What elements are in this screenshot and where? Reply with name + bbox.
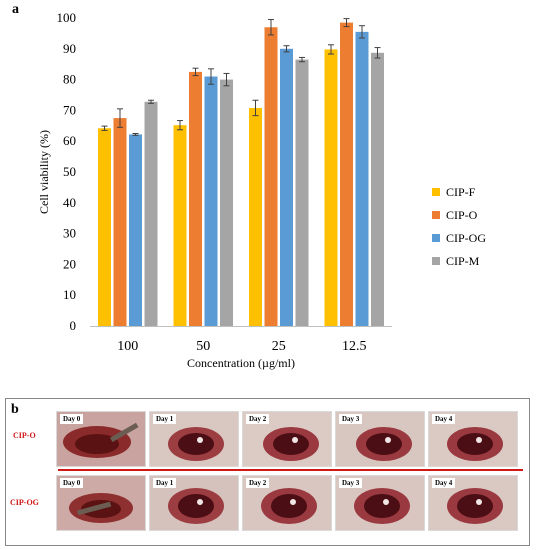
- legend-label: CIP-F: [446, 185, 476, 199]
- y-tick-label: 100: [57, 10, 77, 25]
- day-label: Day 3: [339, 478, 363, 488]
- row-label-cip-o: CIP-O: [13, 431, 36, 440]
- bar-chart: 0 10 20 30 40 50 60 70 80 90 100 100 50 25 12.5 Concent…: [37, 10, 486, 370]
- y-tick-label: 10: [63, 287, 76, 302]
- y-tick-label: 90: [63, 41, 76, 56]
- day-label: Day 2: [246, 414, 270, 424]
- day-label: Day 2: [246, 478, 270, 488]
- eye-photo-cip-og-day1: Day 1: [149, 475, 239, 531]
- legend-swatch: [432, 211, 440, 219]
- eye-photo-cip-og-day2: Day 2: [242, 475, 332, 531]
- legend-label: CIP-M: [446, 254, 480, 268]
- x-tick-label: 50: [196, 339, 210, 354]
- eye-photo-cip-og-day0: Day 0: [56, 475, 146, 531]
- day-label: Day 1: [153, 478, 177, 488]
- eye-photo-cip-o-day0: Day 0: [56, 411, 146, 467]
- y-tick-label: 20: [63, 256, 76, 271]
- y-tick-label: 60: [63, 133, 76, 148]
- x-tick-label: 12.5: [342, 339, 367, 354]
- x-axis-title: Concentration (µg/ml): [187, 356, 295, 370]
- x-tick-label: 100: [117, 339, 138, 354]
- y-tick-label: 50: [63, 164, 76, 179]
- bar: [340, 22, 353, 327]
- panel-b: b CIP-O CIP-OG Day 0 Day 1 Day 2 Day 3 D…: [5, 398, 530, 546]
- panel-b-letter: b: [11, 402, 19, 417]
- y-tick-label: 30: [63, 226, 76, 241]
- legend-label: CIP-O: [446, 208, 478, 222]
- bar: [189, 71, 202, 327]
- bar: [220, 79, 233, 326]
- day-label: Day 0: [60, 414, 84, 424]
- day-label: Day 3: [339, 414, 363, 424]
- bar: [98, 128, 111, 326]
- row-label-cip-og: CIP-OG: [10, 498, 39, 507]
- y-tick-label: 0: [70, 318, 77, 333]
- day-label: Day 1: [153, 414, 177, 424]
- eye-photo-cip-o-day2: Day 2: [242, 411, 332, 467]
- eye-photo-cip-og-day3: Day 3: [335, 475, 425, 531]
- eye-photo-cip-o-day1: Day 1: [149, 411, 239, 467]
- bar: [144, 101, 158, 326]
- panel-a-letter: a: [12, 2, 19, 17]
- bar: [129, 134, 142, 326]
- bar: [264, 27, 278, 327]
- day-label: Day 0: [60, 478, 84, 488]
- y-tick-label: 70: [63, 102, 76, 117]
- bar: [371, 52, 384, 326]
- eye-photo-cip-o-day3: Day 3: [335, 411, 425, 467]
- bar: [295, 59, 309, 327]
- y-axis-title: Cell viability (%): [37, 130, 51, 214]
- eye-photo-cip-og-day4: Day 4: [428, 475, 518, 531]
- legend-label: CIP-OG: [446, 231, 486, 245]
- bar: [173, 125, 187, 327]
- x-tick-label: 25: [272, 339, 286, 354]
- bar: [204, 76, 218, 327]
- day-label: Day 4: [432, 478, 456, 488]
- legend-swatch: [432, 188, 440, 196]
- legend-swatch: [432, 234, 440, 242]
- bar: [249, 107, 262, 326]
- eye-photo-cip-o-day4: Day 4: [428, 411, 518, 467]
- panel-a: a 0 10 20 30 40 50 60 70 80 90 100 100 50 25 12.5 Conce…: [12, 2, 486, 370]
- y-tick-label: 80: [63, 72, 76, 87]
- bar: [113, 118, 127, 326]
- row-divider: [58, 469, 523, 471]
- bar: [324, 49, 338, 326]
- legend-swatch: [432, 257, 440, 265]
- y-tick-label: 40: [63, 195, 76, 210]
- day-label: Day 4: [432, 414, 456, 424]
- bar: [280, 48, 293, 327]
- bar: [355, 31, 369, 327]
